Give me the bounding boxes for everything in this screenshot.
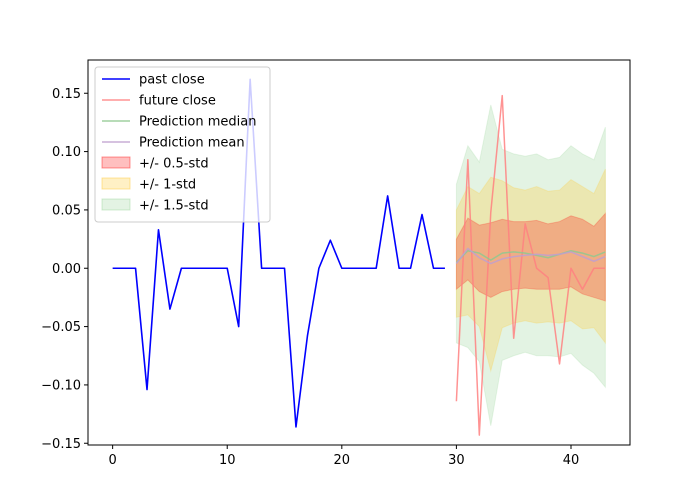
legend-label-future-close: future close <box>139 94 216 109</box>
y-tick-label: 0.05 <box>52 203 81 218</box>
legend-swatch-1-5-std <box>101 198 131 211</box>
y-tick-label: −0.05 <box>41 320 81 335</box>
band-1-std <box>455 168 606 373</box>
legend-box <box>94 66 271 223</box>
x-tick-label: 30 <box>448 453 465 468</box>
legend-swatch-1-std <box>101 177 131 190</box>
x-tick-label: 10 <box>219 453 236 468</box>
y-tick-label: −0.10 <box>41 378 81 393</box>
legend-label-1-5-std: +/- 1.5-std <box>139 199 209 214</box>
y-tick-label: 0.10 <box>52 145 81 160</box>
x-tick-label: 0 <box>108 453 116 468</box>
x-tick-label: 40 <box>563 453 580 468</box>
y-axis: −0.15 −0.10 −0.05 0.00 0.05 0.10 0.15 <box>41 87 88 452</box>
series-lines <box>112 78 606 436</box>
x-axis: 0 10 20 30 40 <box>108 445 579 468</box>
legend-swatch-0-5-std <box>101 156 131 169</box>
legend-label-prediction-median: Prediction median <box>139 115 256 130</box>
legend-label-past-close: past close <box>139 73 205 88</box>
y-tick-label: 0.00 <box>52 262 81 277</box>
plot-area-frame <box>87 59 631 446</box>
series-line-future-close <box>455 94 606 436</box>
legend-label-prediction-mean: Prediction mean <box>139 136 245 151</box>
series-line-prediction-mean <box>455 247 606 265</box>
series-line-past-close <box>112 78 445 428</box>
y-tick-label: 0.15 <box>52 87 81 102</box>
y-tick-label: −0.15 <box>41 437 81 452</box>
legend: past close future close Prediction median P… <box>94 66 271 223</box>
x-tick-label: 20 <box>334 453 351 468</box>
legend-label-1-std: +/- 1-std <box>139 178 196 193</box>
legend-label-0-5-std: +/- 0.5-std <box>139 157 209 172</box>
band-0-5-std <box>455 212 606 302</box>
